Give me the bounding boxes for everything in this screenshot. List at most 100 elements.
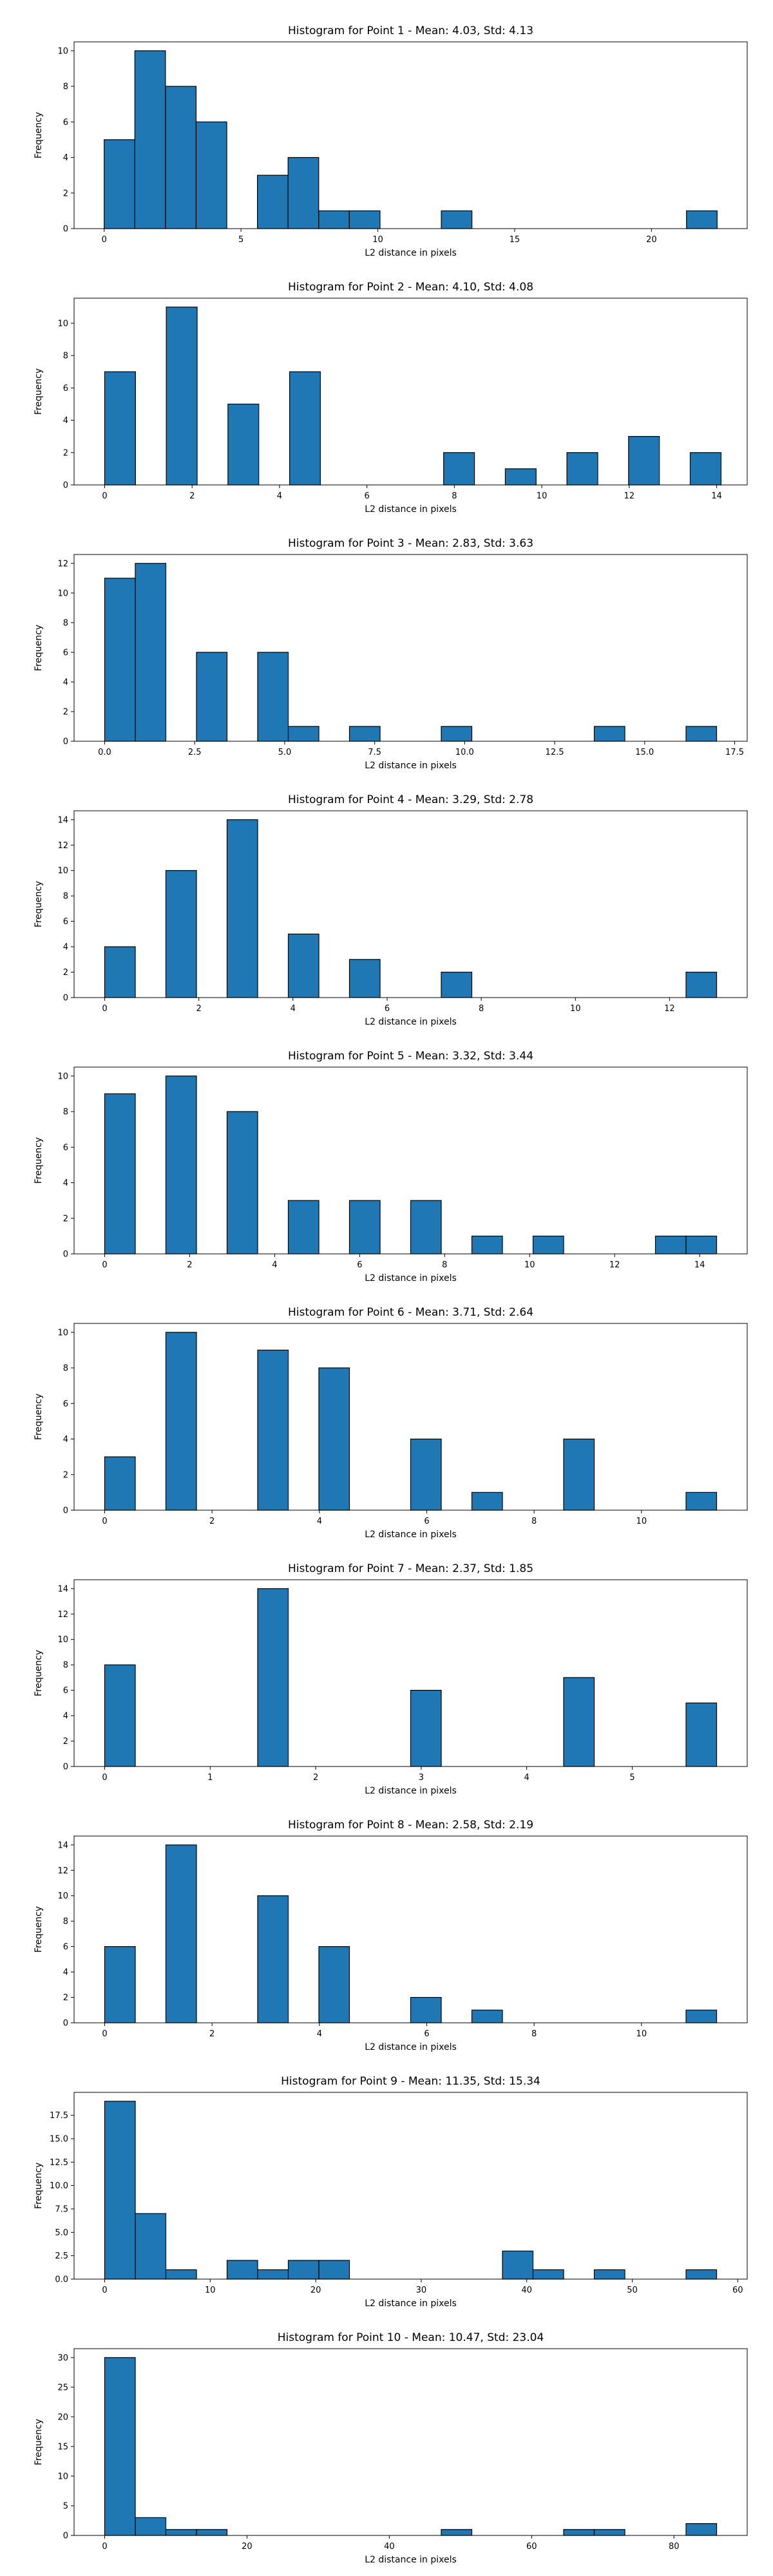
x-tick-label: 3: [419, 1773, 424, 1783]
histogram-bar: [287, 726, 320, 742]
y-tick-label: 25: [57, 2383, 68, 2392]
x-tick-label: 12.5: [546, 748, 564, 757]
histogram-bar: [318, 1367, 350, 1511]
chart-title: Histogram for Point 4 - Mean: 3.29, Std:…: [288, 793, 533, 806]
x-tick-label: 14: [711, 491, 722, 501]
histogram-bar: [257, 2269, 289, 2280]
x-tick-label: 80: [669, 2542, 680, 2552]
y-tick-label: 2: [63, 968, 68, 978]
histogram-bar: [257, 1895, 289, 2023]
x-tick-label: 20: [646, 235, 657, 245]
x-tick-label: 2: [209, 2029, 215, 2039]
y-tick-label: 4: [63, 1179, 68, 1188]
y-tick-label: 5.0: [55, 2228, 68, 2238]
histogram-bar: [685, 2269, 718, 2280]
x-tick-label: 50: [627, 2286, 638, 2295]
plot-frame: [73, 41, 748, 229]
x-tick-label: 0: [102, 1773, 107, 1783]
histogram-bar: [287, 2260, 320, 2280]
bars: [104, 1844, 718, 2023]
y-tick-label: 0: [63, 481, 68, 491]
x-tick-label: 1: [207, 1773, 213, 1783]
y-axis-label: Frequency: [33, 1650, 44, 1696]
histogram-bar: [318, 210, 350, 229]
y-tick-label: 12: [57, 559, 68, 569]
x-axis-label: L2 distance in pixels: [365, 1530, 457, 1540]
histogram-bar: [257, 652, 289, 742]
y-tick-label: 10: [57, 1635, 68, 1645]
x-axis-label: L2 distance in pixels: [365, 1786, 457, 1796]
chart-title: Histogram for Point 8 - Mean: 2.58, Std:…: [288, 1819, 533, 1832]
x-tick-label: 8: [531, 1517, 537, 1526]
histogram-bar: [563, 2529, 595, 2536]
histogram-bar: [685, 726, 718, 742]
x-tick-label: 4: [524, 1773, 530, 1783]
y-axis-label: Frequency: [33, 2419, 44, 2465]
y-tick-label: 6: [63, 384, 68, 393]
y-axis-label: Frequency: [33, 1137, 44, 1184]
histogram-bar: [196, 2529, 228, 2536]
plot-frame: [73, 2092, 748, 2280]
chart-title: Histogram for Point 2 - Mean: 4.10, Std:…: [288, 281, 533, 294]
bars: [104, 2101, 718, 2280]
histogram-bar: [504, 468, 537, 486]
x-tick-label: 0: [102, 1004, 107, 1014]
y-tick-label: 14: [57, 1584, 68, 1594]
x-tick-label: 2: [196, 1004, 202, 1014]
x-axis-label: L2 distance in pixels: [365, 1273, 457, 1283]
histogram-panel-7: Histogram for Point 7 - Mean: 2.37, Std:…: [33, 1562, 748, 1796]
histogram-bar: [471, 1492, 503, 1511]
histogram-bar: [104, 2101, 136, 2280]
x-tick-label: 2: [209, 1517, 215, 1526]
y-axis-label: Frequency: [33, 881, 44, 927]
histogram-bar: [532, 2269, 564, 2280]
x-tick-label: 40: [384, 2542, 395, 2552]
histogram-bar: [654, 1235, 687, 1255]
x-tick-label: 6: [424, 2029, 429, 2039]
histogram-bar: [196, 652, 228, 742]
histogram-bar: [165, 1075, 197, 1255]
x-tick-label: 0: [102, 1517, 107, 1526]
histogram-bar: [135, 2213, 167, 2280]
y-tick-label: 6: [63, 1143, 68, 1153]
histogram-bar: [287, 1200, 320, 1255]
histogram-bar: [195, 121, 227, 229]
plot-frame: [73, 1066, 748, 1255]
y-axis-label: Frequency: [33, 368, 44, 415]
x-tick-label: 15.0: [635, 748, 654, 757]
y-tick-label: 0: [63, 737, 68, 747]
y-tick-label: 10: [57, 2472, 68, 2481]
histogram-bar: [628, 436, 660, 486]
y-tick-label: 2: [63, 707, 68, 717]
x-tick-label: 4: [277, 491, 282, 501]
y-tick-label: 4: [63, 943, 68, 952]
x-axis-label: L2 distance in pixels: [365, 2555, 457, 2565]
y-tick-label: 10.0: [50, 2181, 68, 2191]
histogram-bar: [685, 1702, 718, 1767]
y-tick-label: 8: [63, 1917, 68, 1927]
histogram-bar: [104, 946, 136, 998]
histogram-bar: [165, 86, 197, 229]
x-tick-label: 6: [385, 1004, 390, 1014]
x-tick-label: 2: [313, 1773, 318, 1783]
x-tick-label: 4: [291, 1004, 296, 1014]
y-tick-label: 14: [57, 1841, 68, 1850]
histogram-bar: [104, 371, 136, 486]
histogram-bar: [593, 2269, 625, 2280]
plot-frame: [73, 1323, 748, 1511]
histogram-bar: [104, 1093, 136, 1255]
histogram-bar: [410, 1690, 442, 1767]
x-tick-label: 6: [424, 1517, 429, 1526]
histogram-bar: [471, 2009, 503, 2023]
histogram-bar: [348, 210, 381, 229]
y-tick-label: 8: [63, 352, 68, 361]
histogram-bar: [104, 1946, 136, 2023]
histogram-bar: [227, 403, 260, 486]
histogram-bar: [318, 1946, 350, 2023]
y-tick-label: 10: [57, 319, 68, 328]
bars: [104, 307, 721, 486]
histogram-panel-3: Histogram for Point 3 - Mean: 2.83, Std:…: [33, 537, 748, 771]
x-tick-label: 30: [416, 2286, 427, 2295]
y-axis-label: Frequency: [33, 1906, 44, 1953]
x-axis-label: L2 distance in pixels: [365, 504, 457, 515]
